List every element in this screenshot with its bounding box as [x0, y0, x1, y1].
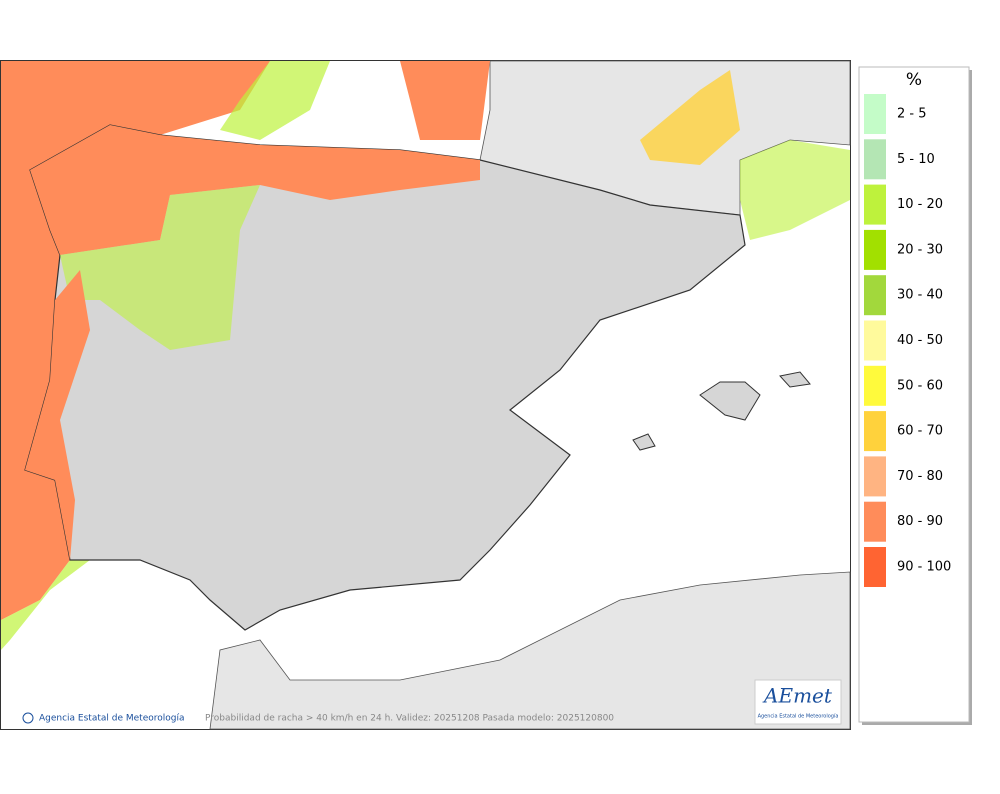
probability-area: [30, 125, 480, 255]
legend-label: 10 - 20: [897, 197, 943, 212]
legend-items: 2 - 5 5 - 10 10 - 20 20 - 30 30 - 40 40 - 50 5…: [864, 94, 951, 587]
legend-swatch: [864, 365, 886, 406]
map-caption: Probabilidad de racha > 40 km/h en 24 h.…: [205, 714, 614, 724]
legend-title: %: [906, 70, 922, 90]
legend-label: 70 - 80: [897, 469, 943, 484]
legend-swatch: [864, 411, 886, 452]
probability-area: [60, 185, 260, 350]
probability-area: [25, 270, 90, 560]
legend-swatch: [864, 275, 886, 316]
island: [632, 433, 656, 451]
legend-swatch: [864, 456, 886, 497]
island: [699, 381, 761, 421]
legend-swatch: [864, 320, 886, 361]
copyright-icon: [22, 712, 34, 724]
logo-name: AEmet: [762, 684, 833, 708]
legend-label: 80 - 90: [897, 514, 943, 529]
legend-swatch: [864, 501, 886, 542]
probability-area: [1, 61, 270, 620]
logo-box: [754, 679, 842, 725]
legend-swatch: [864, 547, 886, 587]
logo-subtitle: Agencia Estatal de Meteorología: [758, 713, 839, 720]
legend-label: 60 - 70: [897, 424, 943, 439]
legend-swatch: [864, 229, 886, 270]
probability-area: [220, 61, 330, 140]
legend-label: 40 - 50: [897, 333, 943, 348]
island: [779, 371, 811, 388]
legend-label: 90 - 100: [897, 560, 951, 575]
legend-swatch: [864, 184, 886, 225]
africa: [209, 571, 851, 730]
agency-credit: Agencia Estatal de Meteorología: [39, 714, 185, 724]
probability-area: [740, 140, 850, 240]
legend-label: 50 - 60: [897, 378, 943, 393]
probability-area: [640, 70, 740, 165]
legend-swatch: [864, 94, 886, 134]
legend-swatch: [864, 139, 886, 180]
legend-label: 2 - 5: [897, 107, 927, 122]
legend-label: 5 - 10: [897, 152, 935, 167]
probability-area: [400, 61, 490, 140]
legend-label: 20 - 30: [897, 242, 943, 257]
legend-label: 30 - 40: [897, 288, 943, 303]
